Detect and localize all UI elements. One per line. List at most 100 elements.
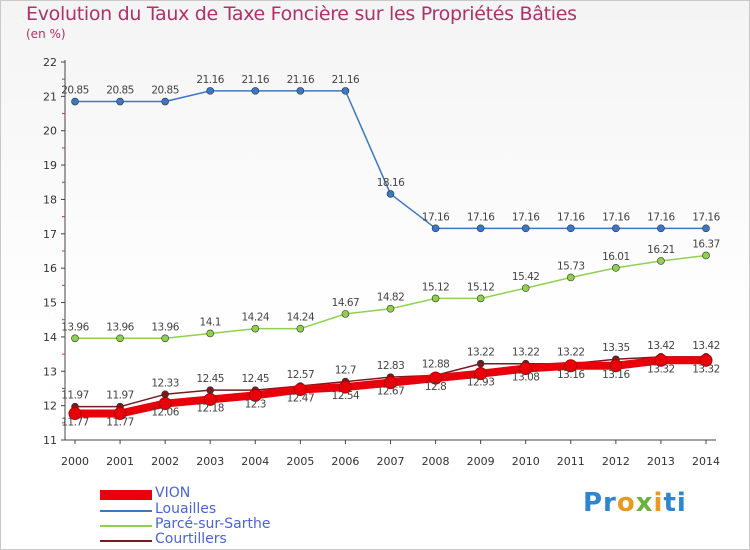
- data-label: 13.22: [512, 347, 540, 359]
- legend-swatch-vion: [100, 490, 152, 500]
- data-point: [71, 97, 79, 106]
- x-tick-label: 2005: [286, 455, 314, 468]
- data-label: 12.45: [242, 373, 270, 385]
- data-label: 12.45: [196, 373, 224, 385]
- data-point: [248, 388, 262, 402]
- y-tick-label: 11: [43, 434, 57, 447]
- data-label: 13.96: [151, 321, 179, 333]
- data-label: 13.35: [602, 342, 630, 354]
- data-label: 16.01: [602, 251, 630, 263]
- legend-swatch-courtillers: [100, 540, 152, 542]
- data-label: 11.77: [106, 417, 134, 429]
- data-label: 12.18: [196, 402, 224, 414]
- data-point: [293, 382, 307, 396]
- data-label: 15.42: [512, 271, 540, 283]
- data-point: [474, 367, 488, 381]
- data-point: [431, 224, 440, 233]
- data-label: 15.12: [467, 281, 495, 293]
- data-label: 13.22: [467, 347, 495, 359]
- data-label: 17.16: [467, 211, 495, 223]
- data-point: [338, 380, 352, 394]
- data-point: [431, 294, 440, 303]
- x-tick-label: 2000: [61, 455, 89, 468]
- x-tick-label: 2011: [557, 455, 585, 468]
- data-label: 13.96: [106, 321, 134, 333]
- unit-label: (en %): [26, 27, 66, 41]
- data-label: 12.83: [377, 360, 405, 372]
- data-point: [521, 224, 530, 233]
- data-point: [657, 224, 665, 233]
- data-label: 11.77: [61, 417, 89, 429]
- data-point: [566, 224, 575, 233]
- data-label: 12.47: [287, 392, 315, 404]
- data-label: 13.16: [557, 369, 585, 381]
- data-point: [161, 390, 169, 399]
- data-label: 12.8: [425, 381, 446, 393]
- data-point: [158, 397, 172, 411]
- data-point: [476, 224, 485, 233]
- data-point: [116, 97, 124, 106]
- data-label: 17.16: [557, 211, 585, 223]
- data-point: [161, 334, 169, 343]
- data-point: [206, 329, 215, 338]
- data-point: [203, 392, 217, 406]
- legend-label-vion: VION: [155, 485, 191, 501]
- data-point: [296, 87, 305, 95]
- data-label: 12.33: [151, 377, 179, 389]
- data-label: 12.93: [467, 377, 495, 389]
- data-point: [251, 324, 260, 333]
- data-label: 15.73: [557, 260, 585, 272]
- data-label: 14.82: [377, 292, 405, 304]
- y-tick-label: 18: [43, 193, 57, 206]
- data-point: [296, 324, 305, 333]
- data-point: [341, 87, 350, 95]
- x-tick-label: 2013: [647, 455, 675, 468]
- data-point: [476, 294, 485, 303]
- x-tick-label: 2006: [331, 455, 359, 468]
- data-label: 17.16: [602, 211, 630, 223]
- data-point: [113, 407, 127, 421]
- x-tick-label: 2009: [467, 455, 495, 468]
- data-point: [699, 353, 713, 367]
- data-label: 12.67: [377, 386, 405, 398]
- y-tick-label: 17: [43, 228, 57, 241]
- data-point: [521, 284, 530, 292]
- x-tick-label: 2014: [692, 455, 720, 468]
- data-label: 17.16: [422, 211, 450, 223]
- data-point: [68, 407, 82, 421]
- y-tick-label: 16: [43, 262, 57, 275]
- y-tick-label: 12: [43, 400, 57, 413]
- data-point: [476, 359, 485, 368]
- data-point: [386, 304, 395, 313]
- data-point: [609, 359, 623, 373]
- data-label: 13.42: [647, 340, 675, 352]
- data-point: [71, 334, 79, 343]
- data-label: 14.24: [287, 312, 315, 324]
- data-label: 12.54: [332, 390, 360, 402]
- data-label: 13.96: [61, 321, 89, 333]
- data-point: [386, 190, 395, 198]
- x-tick-label: 2010: [512, 455, 540, 468]
- data-point: [429, 371, 443, 385]
- data-point: [564, 359, 578, 373]
- legend-swatch-parce: [100, 525, 152, 527]
- data-label: 15.12: [422, 281, 450, 293]
- data-point: [116, 334, 124, 343]
- x-tick-label: 2004: [241, 455, 269, 468]
- data-point: [384, 376, 397, 390]
- data-point: [612, 224, 620, 233]
- data-point: [519, 362, 533, 376]
- data-label: 18.16: [377, 177, 405, 189]
- data-label: 13.32: [647, 363, 675, 375]
- data-label: 20.85: [106, 85, 134, 97]
- x-tick-label: 2002: [151, 455, 179, 468]
- data-label: 13.08: [512, 372, 540, 384]
- data-label: 13.16: [602, 369, 630, 381]
- data-label: 21.16: [287, 74, 315, 86]
- y-tick-label: 21: [43, 90, 57, 103]
- data-label: 13.22: [557, 347, 585, 359]
- data-label: 14.1: [200, 316, 221, 328]
- data-label: 17.16: [647, 211, 675, 223]
